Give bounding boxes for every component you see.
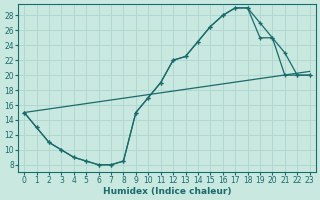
X-axis label: Humidex (Indice chaleur): Humidex (Indice chaleur) bbox=[103, 187, 231, 196]
